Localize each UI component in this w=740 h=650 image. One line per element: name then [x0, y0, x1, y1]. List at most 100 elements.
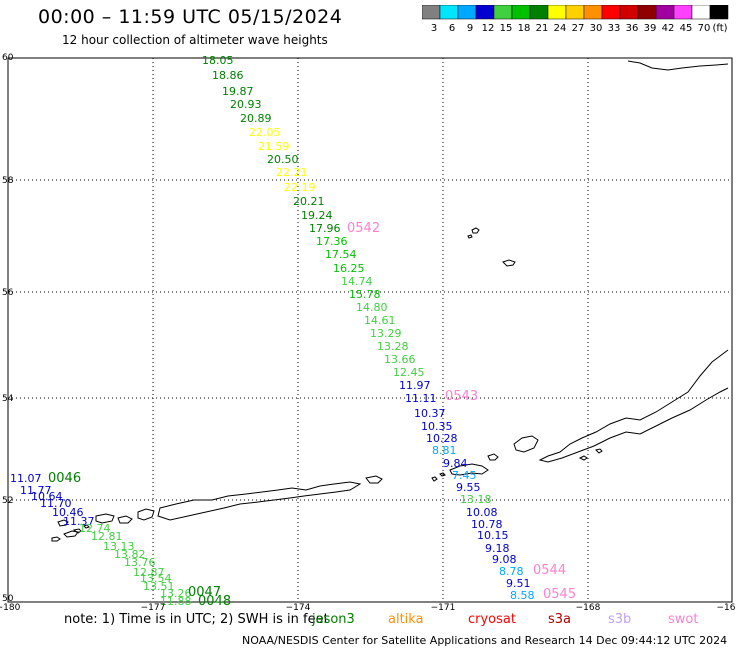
island-unalaska: [449, 463, 489, 476]
lon-label: −174: [286, 603, 311, 612]
wave-height-label: 10.46: [52, 506, 84, 519]
color-legend: 3 6 9 12 15 18 21 24 27 30 33 36 39 42 45 70 (ft): [422, 5, 729, 34]
wave-height-label: 14.74: [341, 275, 373, 288]
legend-unit: (ft): [712, 23, 727, 34]
coast-alaska-peninsula: [538, 349, 729, 463]
wave-height-label: 12.74: [79, 522, 111, 535]
wave-height-label: 11.70: [40, 497, 72, 510]
wave-height-label: 20.21: [293, 195, 325, 208]
legend-label: 33: [608, 23, 621, 34]
wave-height-label: 9.55: [456, 481, 481, 494]
wave-height-label: 11.11: [405, 392, 437, 405]
wave-height-label: 8.81: [432, 444, 457, 457]
lat-label: 52: [2, 496, 13, 506]
island-amchitka: [63, 530, 79, 538]
satellite-s3b: s3b: [608, 612, 632, 627]
wave-height-label: 17.54: [325, 248, 357, 261]
wave-height-label: 17.96: [309, 222, 341, 235]
legend-swatch: [709, 5, 729, 20]
lat-label: 50: [2, 594, 14, 604]
wave-height-label: 10.78: [471, 518, 503, 531]
wave-height-label: 22.05: [249, 126, 281, 139]
legend-label: 18: [518, 23, 531, 34]
wave-height-label: 19.87: [222, 85, 254, 98]
pass-time-label: 0047: [188, 585, 221, 600]
wave-height-label: 13.76: [124, 556, 156, 569]
wave-height-label: 10.37: [414, 407, 446, 420]
wave-height-label: 19.24: [301, 209, 333, 222]
pass-time-label: 0544: [533, 563, 566, 578]
coastline: [51, 60, 729, 542]
island-adak: [137, 508, 155, 521]
wave-height-label: 9.84: [443, 457, 468, 470]
note-text: note: 1) Time is in UTC; 2) SWH is in fe…: [64, 612, 329, 627]
legend-label: 70: [698, 23, 711, 34]
legend-label: 45: [680, 23, 693, 34]
wave-height-label: 13.51: [143, 580, 175, 593]
wave-height-label: 11.37: [63, 515, 95, 528]
coast-andreanof-islands: [157, 481, 362, 521]
wave-height-label: 22.21: [276, 166, 308, 179]
island-semisopochnoi: [83, 524, 90, 529]
wave-height-label: 14.61: [364, 314, 396, 327]
island-pribilof-small: [467, 234, 473, 239]
graticule-grid: [7, 57, 733, 603]
wave-height-label: 11.97: [399, 379, 431, 392]
island-umnak: [365, 475, 383, 484]
wave-height-label: 18.05: [202, 54, 234, 67]
lat-label: 58: [2, 176, 14, 186]
lon-label: −16: [717, 603, 736, 612]
pass-time-label: 0542: [347, 221, 380, 236]
wave-height-label: 10.08: [466, 506, 498, 519]
wave-height-label: 8.58: [510, 589, 535, 602]
wave-height-label: 22.19: [284, 181, 316, 194]
wave-height-map: 18.05 18.86 19.8720.9320.8922.0521.5920.50…: [0, 53, 736, 612]
lat-label: 60: [2, 53, 14, 63]
coast-alaska-mainland: [627, 60, 729, 71]
satellite-jason3: jason3: [312, 612, 355, 627]
satellite-altika: altika: [388, 612, 424, 627]
legend-label: 27: [572, 23, 585, 34]
wave-height-label: 12.87: [133, 566, 165, 579]
legend-label: 6: [449, 23, 455, 34]
legend-label: 24: [554, 23, 567, 34]
wave-height-label: 20.93: [230, 98, 262, 111]
wave-height-label: 14.80: [356, 301, 388, 314]
map-title: 00:00 – 11:59 UTC 05/15/2024: [38, 6, 343, 28]
wave-height-label: 13.54: [140, 572, 172, 585]
island-akun: [487, 453, 499, 461]
lon-label: −180: [0, 603, 21, 612]
wave-height-label: 13.13: [103, 540, 135, 553]
satellite-swot: swot: [668, 612, 699, 627]
wave-height-label: 16.25: [333, 262, 365, 275]
lat-label: 54: [2, 394, 14, 404]
pass-time-label: 0048: [198, 594, 231, 609]
wave-height-label: 9.08: [492, 553, 517, 566]
note-row: note: 1) Time is in UTC; 2) SWH is in fe…: [0, 612, 740, 632]
island-st-paul: [471, 227, 480, 234]
satellite-s3a: s3a: [548, 612, 572, 627]
wave-height-label: 13.18: [460, 493, 492, 506]
wave-height-label: 9.51: [506, 577, 531, 590]
legend-label: 3: [431, 23, 437, 34]
legend-label: 30: [590, 23, 603, 34]
wave-height-label: 7.45: [452, 469, 477, 482]
wave-height-label: 13.26: [160, 587, 192, 600]
satellite-cryosat: cryosat: [468, 612, 516, 627]
island-kanaga: [117, 515, 133, 524]
island-st-george: [502, 259, 516, 267]
island-shumagin: [578, 448, 603, 461]
legend-label: 21: [536, 23, 549, 34]
legend-label: 36: [626, 23, 639, 34]
legend-label: 9: [467, 23, 473, 34]
wave-height-label: 13.29: [370, 327, 402, 340]
island-tanaga: [95, 513, 115, 524]
wave-height-label: 15.78: [349, 288, 381, 301]
pass-time-label: 0543: [445, 389, 478, 404]
wave-height-label: 12.81: [91, 530, 123, 543]
wave-height-label: 17.36: [316, 235, 348, 248]
wave-height-label: 20.89: [240, 112, 272, 125]
lat-label: 56: [2, 288, 14, 298]
credit-line: NOAA/NESDIS Center for Satellite Applica…: [242, 634, 728, 647]
